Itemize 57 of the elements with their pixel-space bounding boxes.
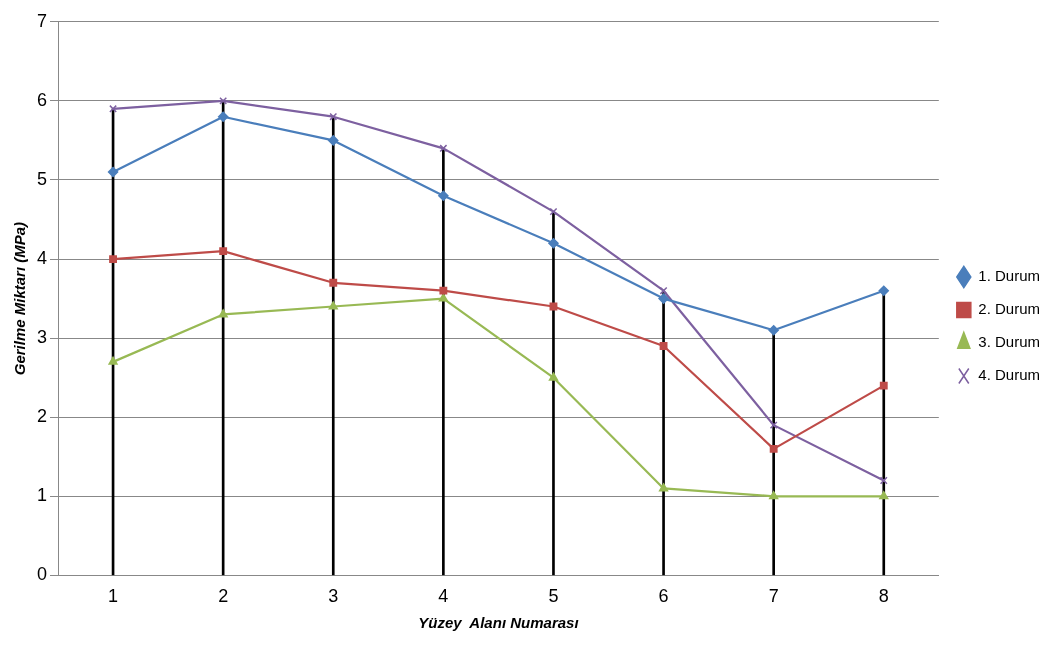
point — [768, 324, 779, 336]
y-tick-label: 3 — [37, 327, 48, 348]
point — [329, 278, 338, 287]
bar — [552, 211, 555, 576]
y-tick-label: 2 — [37, 406, 48, 427]
y-tick-label: 4 — [37, 248, 48, 269]
point — [108, 356, 118, 365]
y-tick-label: 0 — [37, 564, 48, 585]
point — [107, 166, 119, 178]
legend-label: 2. Durum — [978, 300, 1040, 318]
legend-label: 3. Durum — [978, 333, 1040, 351]
bar — [442, 148, 445, 576]
x-axis-title: Yüzey Alanı Numarası — [418, 614, 579, 632]
x-tick-label: 5 — [548, 586, 559, 607]
y-axis-title: Gerilme Miktarı (MPa) — [11, 221, 29, 376]
point — [659, 286, 668, 295]
y-tick-label: 5 — [37, 168, 48, 189]
point — [658, 483, 669, 492]
point — [438, 190, 449, 202]
y-tick-label: 1 — [37, 485, 48, 506]
point — [769, 491, 779, 500]
point — [549, 207, 558, 216]
point — [548, 372, 559, 381]
legend-label: 1. Durum — [978, 267, 1040, 285]
point — [328, 301, 338, 310]
point — [109, 255, 117, 263]
point — [879, 476, 888, 485]
x-tick-label: 2 — [218, 586, 229, 607]
x-tick-label: 1 — [108, 586, 119, 607]
x-tick-label: 6 — [658, 586, 669, 607]
point — [217, 111, 229, 122]
y-tick-label: 6 — [37, 89, 48, 110]
point — [878, 285, 890, 296]
point — [219, 96, 228, 105]
point — [219, 247, 228, 256]
bar — [662, 290, 665, 576]
x-tick-label: 4 — [438, 586, 449, 607]
y-tick-label: 7 — [37, 10, 48, 31]
point — [879, 381, 888, 390]
point — [658, 293, 669, 304]
point — [329, 112, 338, 121]
point — [769, 444, 778, 453]
point — [439, 144, 448, 153]
point — [109, 104, 117, 113]
point — [659, 342, 668, 350]
x-tick-label: 8 — [878, 586, 889, 607]
point — [438, 293, 449, 302]
x-tick-label: 3 — [328, 586, 339, 607]
point — [439, 286, 448, 295]
point — [548, 237, 559, 249]
legend-label: 4. Durum — [978, 366, 1040, 384]
point — [879, 491, 889, 500]
point — [218, 309, 228, 318]
bar — [331, 116, 335, 576]
x-tick-label: 7 — [768, 586, 779, 607]
point — [328, 135, 339, 146]
point — [769, 421, 778, 430]
